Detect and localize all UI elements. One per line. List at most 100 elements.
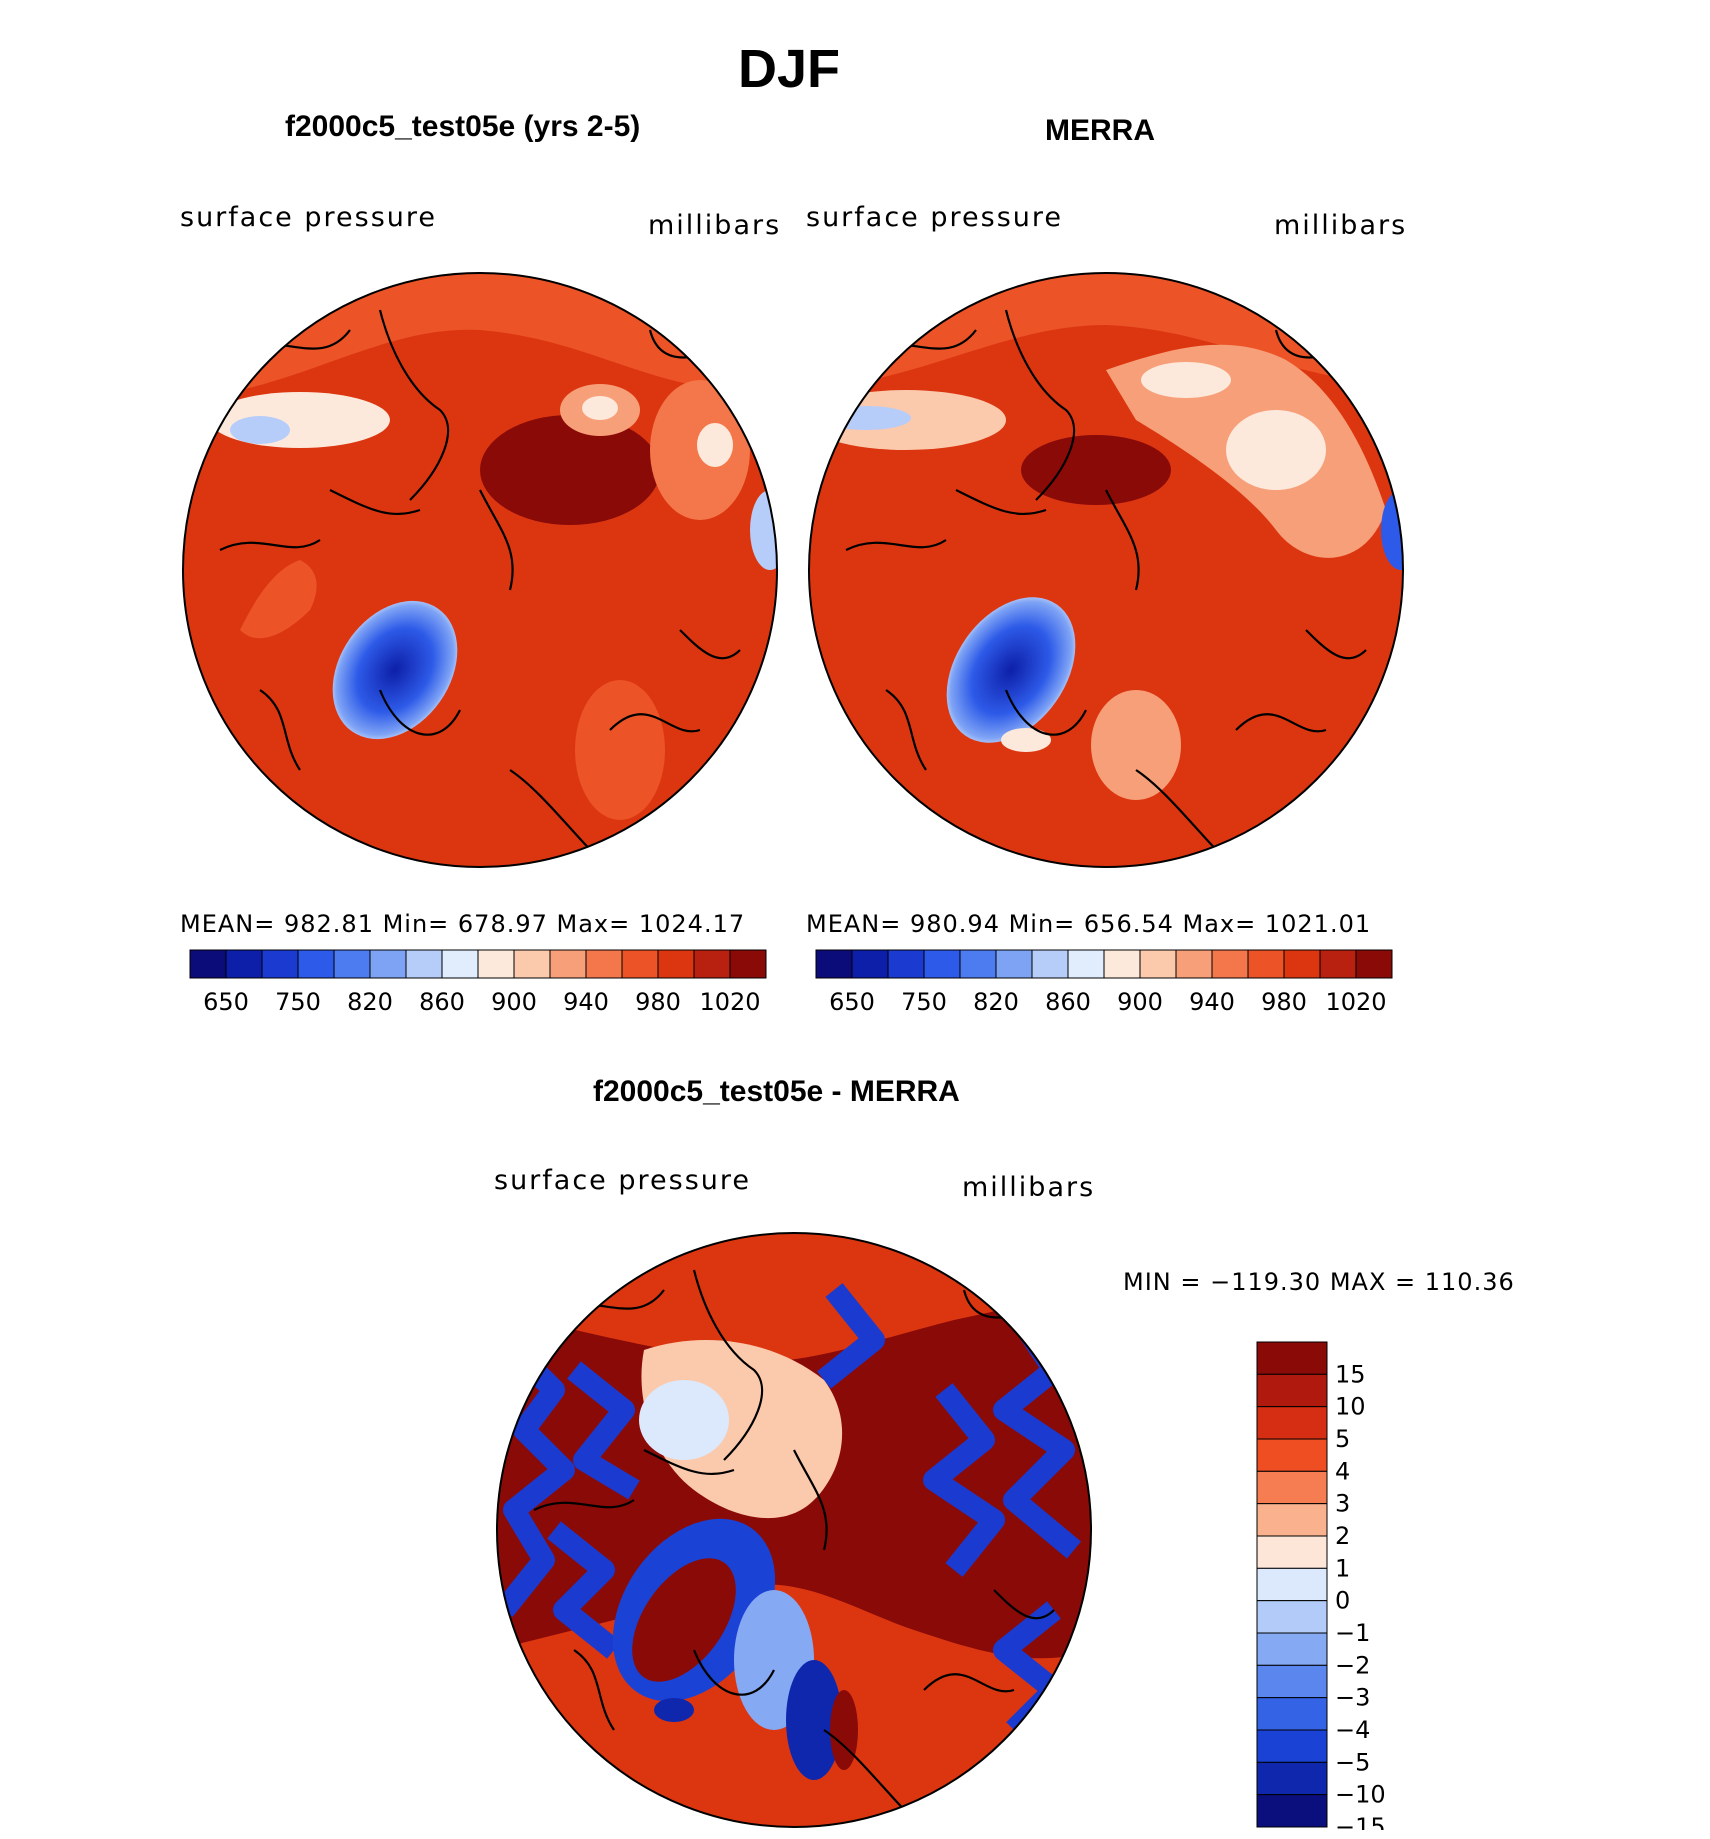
- colorbar-swatch: [1256, 1664, 1328, 1699]
- colorbar-swatch: [1256, 1761, 1328, 1796]
- colorbar-swatch: [959, 949, 997, 979]
- scandinavia-highlands: [1091, 690, 1181, 800]
- colorbar-label: 820: [973, 988, 1019, 1016]
- colorbar-swatch: [815, 949, 853, 979]
- colorbar-label: 10: [1335, 1393, 1366, 1421]
- colorbar-swatch: [225, 949, 263, 979]
- diff-panel-units: millibars: [962, 1172, 1096, 1203]
- colorbar-swatch: [1256, 1341, 1328, 1375]
- colorbar-swatch: [369, 949, 407, 979]
- colorbar-label: 3: [1335, 1490, 1350, 1518]
- colorbar-label: 2: [1335, 1522, 1350, 1550]
- colorbar-label: 650: [203, 988, 249, 1016]
- colorbar-swatch: [1256, 1632, 1328, 1666]
- colorbar-swatch: [477, 949, 515, 979]
- colorbar-label: 15: [1335, 1360, 1366, 1388]
- arctic-neg-light: [639, 1380, 729, 1460]
- colorbar-swatch: [1256, 1503, 1328, 1537]
- canada-zone: [240, 560, 317, 639]
- panel-2-colorbar: 650 750 820 860 900 940 980 1020: [815, 949, 1393, 1016]
- tibet-plateau-inner: [582, 396, 618, 420]
- colorbar-label: 860: [419, 988, 465, 1016]
- colorbar-swatch: [585, 949, 623, 979]
- colorbar-label: 900: [491, 988, 537, 1016]
- diff-panel-map: [496, 1232, 1092, 1828]
- panel-2-units: millibars: [1274, 210, 1408, 241]
- colorbar-label: 1020: [699, 988, 760, 1016]
- colorbar-swatch: [1256, 1729, 1328, 1763]
- colorbar-swatch: [1256, 1697, 1328, 1731]
- colorbar-swatch: [1256, 1794, 1328, 1828]
- colorbar-label: 980: [1261, 988, 1307, 1016]
- colorbar-swatch: [1256, 1600, 1328, 1634]
- colorbar-swatch: [441, 949, 479, 979]
- map-boundary: [808, 272, 1404, 868]
- panel-2-map: [808, 272, 1404, 868]
- map-boundary: [182, 272, 778, 868]
- colorbar-swatch: [405, 949, 443, 979]
- colorbar-label: 750: [275, 988, 321, 1016]
- colorbar-swatch: [297, 949, 335, 979]
- colorbar-swatch: [851, 949, 889, 979]
- panel-2-stats: MEAN= 980.94 Min= 656.54 Max= 1021.01: [806, 910, 1372, 938]
- colorbar-swatch: [1319, 949, 1357, 979]
- colorbar-swatch: [261, 949, 299, 979]
- colorbar-label: 650: [829, 988, 875, 1016]
- colorbar-swatch: [693, 949, 731, 979]
- panel-1-stats: MEAN= 982.81 Min= 678.97 Max= 1024.17: [180, 910, 746, 938]
- colorbar-swatch: [1256, 1438, 1328, 1472]
- colorbar-label: −2: [1335, 1651, 1370, 1679]
- colorbar-swatch: [1283, 949, 1321, 979]
- panel-2-title: MERRA: [1045, 114, 1155, 147]
- scandinavia-neg: [786, 1660, 842, 1780]
- colorbar-label: −3: [1335, 1684, 1370, 1712]
- colorbar-swatch: [1256, 1406, 1328, 1440]
- himalaya-core: [697, 423, 733, 467]
- iceland-neg: [654, 1698, 694, 1722]
- colorbar-label: 4: [1335, 1457, 1350, 1485]
- panel-1-units: millibars: [648, 210, 782, 241]
- low-pressure-rockies-core: [230, 416, 290, 444]
- colorbar-label: −15: [1335, 1813, 1386, 1830]
- colorbar-swatch: [1139, 949, 1177, 979]
- greenland-pos-core: [632, 1558, 736, 1682]
- panel-1-variable: surface pressure: [180, 202, 437, 233]
- greenland-low-pressure: [332, 600, 458, 740]
- low-pressure-rockies-core: [821, 406, 911, 430]
- colorbar-label: −5: [1335, 1748, 1370, 1776]
- diff-panel-minmax: MIN = −119.30 MAX = 110.36: [1123, 1268, 1515, 1296]
- colorbar-swatch: [1247, 949, 1285, 979]
- colorbar-swatch: [887, 949, 925, 979]
- colorbar-label: 1020: [1325, 988, 1386, 1016]
- colorbar-label: 820: [347, 988, 393, 1016]
- diff-panel-variable: surface pressure: [494, 1165, 751, 1196]
- panel-1-title: f2000c5_test05e (yrs 2-5): [285, 110, 641, 143]
- diff-panel-title: f2000c5_test05e - MERRA: [593, 1075, 960, 1108]
- colorbar-swatch: [1067, 949, 1105, 979]
- colorbar-label: 900: [1117, 988, 1163, 1016]
- coastline-outlines: [533, 1269, 1055, 1821]
- scandinavia-pos: [830, 1690, 858, 1770]
- colorbar-swatch: [1211, 949, 1249, 979]
- colorbar-label: −1: [1335, 1619, 1370, 1647]
- high-pressure-siberia: [480, 415, 660, 525]
- colorbar-label: 750: [901, 988, 947, 1016]
- coastline-outlines: [845, 309, 1367, 861]
- colorbar-swatch: [189, 949, 227, 979]
- edge-low-east: [750, 490, 777, 570]
- coastline-outlines: [219, 309, 741, 861]
- colorbar-swatch: [513, 949, 551, 979]
- colorbar-swatch: [995, 949, 1033, 979]
- colorbar-swatch: [1256, 1567, 1328, 1602]
- panel-1-colorbar: 650 750 820 860 900 940 980 1020: [189, 949, 767, 1016]
- colorbar-label: 940: [563, 988, 609, 1016]
- colorbar-swatch: [1256, 1470, 1328, 1505]
- colorbar-swatch: [657, 949, 695, 979]
- colorbar-swatch: [549, 949, 587, 979]
- colorbar-label: 980: [635, 988, 681, 1016]
- colorbar-label: 940: [1189, 988, 1235, 1016]
- colorbar-swatch: [1355, 949, 1393, 979]
- figure-title: DJF: [738, 39, 841, 99]
- tibet-plateau: [1141, 362, 1231, 398]
